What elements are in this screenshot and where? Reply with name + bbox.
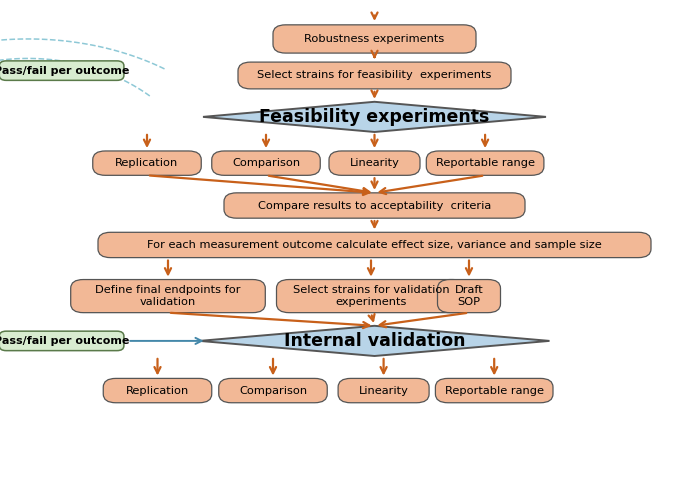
Text: Linearity: Linearity <box>358 386 409 395</box>
Polygon shape <box>203 102 546 132</box>
Text: Replication: Replication <box>116 158 178 168</box>
Text: Draft
SOP: Draft SOP <box>454 285 484 307</box>
Text: Comparison: Comparison <box>232 158 300 168</box>
Text: Reportable range: Reportable range <box>435 158 535 168</box>
FancyBboxPatch shape <box>435 378 553 403</box>
FancyBboxPatch shape <box>104 378 211 403</box>
Text: Select strains for validation
experiments: Select strains for validation experiment… <box>293 285 449 307</box>
Text: Internal validation: Internal validation <box>284 332 466 350</box>
FancyBboxPatch shape <box>338 378 429 403</box>
Text: For each measurement outcome calculate effect size, variance and sample size: For each measurement outcome calculate e… <box>147 240 602 250</box>
FancyBboxPatch shape <box>426 151 544 175</box>
FancyBboxPatch shape <box>0 61 124 80</box>
FancyBboxPatch shape <box>276 280 466 313</box>
Text: Select strains for feasibility  experiments: Select strains for feasibility experimen… <box>258 71 491 80</box>
FancyBboxPatch shape <box>224 193 525 218</box>
Text: Pass/fail per outcome: Pass/fail per outcome <box>0 66 130 75</box>
FancyBboxPatch shape <box>238 62 511 89</box>
FancyBboxPatch shape <box>273 25 476 53</box>
FancyBboxPatch shape <box>329 151 420 175</box>
Text: Robustness experiments: Robustness experiments <box>304 34 444 44</box>
FancyBboxPatch shape <box>438 280 500 313</box>
FancyBboxPatch shape <box>0 331 124 351</box>
Polygon shape <box>199 326 550 356</box>
FancyBboxPatch shape <box>71 280 265 313</box>
Text: Replication: Replication <box>126 386 189 395</box>
Text: Reportable range: Reportable range <box>444 386 544 395</box>
FancyBboxPatch shape <box>218 378 328 403</box>
Text: Compare results to acceptability  criteria: Compare results to acceptability criteri… <box>258 201 491 210</box>
FancyBboxPatch shape <box>211 151 321 175</box>
Text: Define final endpoints for
validation: Define final endpoints for validation <box>95 285 241 307</box>
FancyBboxPatch shape <box>92 151 202 175</box>
Text: Linearity: Linearity <box>349 158 400 168</box>
FancyBboxPatch shape <box>98 232 651 258</box>
Text: Pass/fail per outcome: Pass/fail per outcome <box>0 336 130 346</box>
Text: Feasibility experiments: Feasibility experiments <box>259 108 490 126</box>
Text: Comparison: Comparison <box>239 386 307 395</box>
